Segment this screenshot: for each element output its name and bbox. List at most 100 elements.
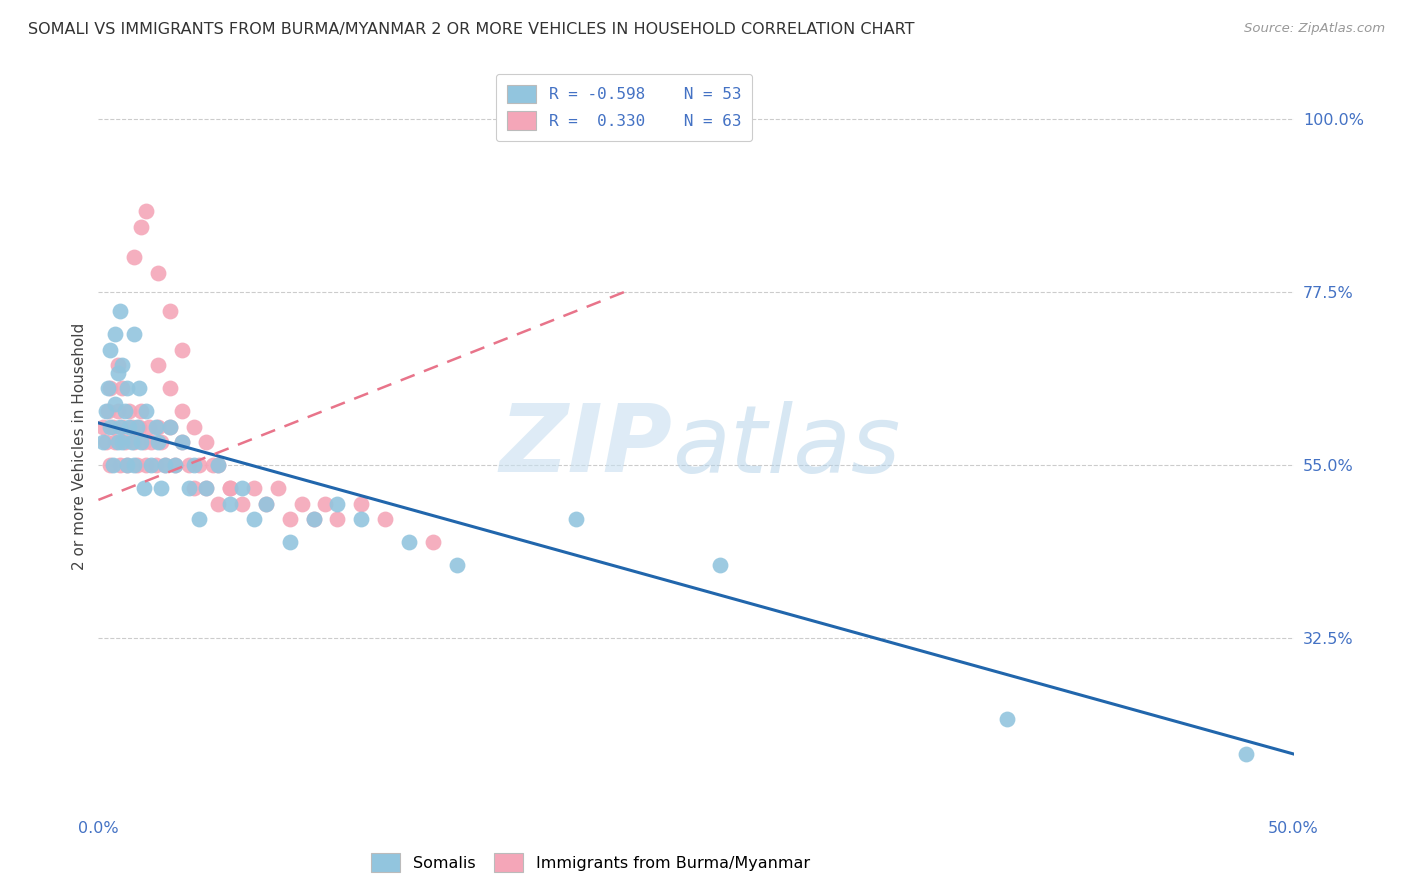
Point xyxy=(183,419,205,434)
Point xyxy=(398,535,420,549)
Point xyxy=(326,497,349,511)
Point xyxy=(172,404,194,418)
Point xyxy=(111,381,134,395)
Point xyxy=(374,512,396,526)
Point xyxy=(115,458,138,473)
Point xyxy=(172,435,194,450)
Point xyxy=(135,404,157,418)
Point xyxy=(422,535,444,549)
Point xyxy=(219,481,242,495)
Point xyxy=(291,497,314,511)
Point xyxy=(108,304,131,318)
Point xyxy=(207,458,229,473)
Point xyxy=(254,497,277,511)
Point xyxy=(111,435,134,450)
Point xyxy=(98,381,122,395)
Point xyxy=(107,435,129,450)
Point xyxy=(195,481,218,495)
Point xyxy=(159,304,181,318)
Point xyxy=(97,381,120,395)
Point xyxy=(187,458,209,473)
Point xyxy=(179,481,201,495)
Point xyxy=(107,366,129,380)
Point xyxy=(115,381,138,395)
Point xyxy=(207,458,229,473)
Point xyxy=(350,497,373,511)
Point xyxy=(315,497,337,511)
Point xyxy=(111,419,134,434)
Point xyxy=(108,458,131,473)
Point xyxy=(195,481,218,495)
Point xyxy=(148,419,170,434)
Point xyxy=(132,481,155,495)
Point xyxy=(145,419,167,434)
Point xyxy=(326,512,349,526)
Point xyxy=(187,512,209,526)
Point xyxy=(121,435,143,450)
Point xyxy=(108,419,131,434)
Point xyxy=(565,512,588,526)
Point xyxy=(149,435,172,450)
Point xyxy=(202,458,225,473)
Point xyxy=(148,266,170,280)
Point xyxy=(172,343,194,357)
Point xyxy=(115,458,138,473)
Point xyxy=(243,512,266,526)
Point xyxy=(124,435,146,450)
Point xyxy=(709,558,731,573)
Point xyxy=(163,458,186,473)
Text: ZIP: ZIP xyxy=(499,400,672,492)
Point xyxy=(195,435,218,450)
Point xyxy=(132,435,155,450)
Point xyxy=(302,512,325,526)
Point xyxy=(128,381,150,395)
Point xyxy=(350,512,373,526)
Point xyxy=(114,435,136,450)
Point xyxy=(107,358,129,372)
Point xyxy=(124,327,146,342)
Point xyxy=(139,458,162,473)
Point xyxy=(114,404,136,418)
Legend: R = -0.598    N = 53, R =  0.330    N = 63: R = -0.598 N = 53, R = 0.330 N = 63 xyxy=(496,74,752,141)
Point xyxy=(995,712,1018,726)
Point xyxy=(278,535,301,549)
Point xyxy=(91,435,114,450)
Point xyxy=(94,404,117,418)
Point xyxy=(104,327,127,342)
Point xyxy=(125,419,148,434)
Point xyxy=(104,397,127,411)
Point xyxy=(131,435,153,450)
Text: SOMALI VS IMMIGRANTS FROM BURMA/MYANMAR 2 OR MORE VEHICLES IN HOUSEHOLD CORRELAT: SOMALI VS IMMIGRANTS FROM BURMA/MYANMAR … xyxy=(28,22,915,37)
Text: Source: ZipAtlas.com: Source: ZipAtlas.com xyxy=(1244,22,1385,36)
Point xyxy=(183,458,205,473)
Point xyxy=(131,219,153,234)
Point xyxy=(101,419,124,434)
Point xyxy=(183,481,205,495)
Point xyxy=(94,435,117,450)
Point xyxy=(179,458,201,473)
Point xyxy=(172,435,194,450)
Point xyxy=(135,458,157,473)
Point xyxy=(207,497,229,511)
Point xyxy=(125,458,148,473)
Point xyxy=(148,435,170,450)
Point xyxy=(231,481,253,495)
Point xyxy=(124,458,146,473)
Point xyxy=(139,435,162,450)
Point xyxy=(149,481,172,495)
Point xyxy=(145,458,167,473)
Point xyxy=(101,458,124,473)
Point xyxy=(243,481,266,495)
Point xyxy=(131,404,153,418)
Point xyxy=(155,458,177,473)
Point xyxy=(219,497,242,511)
Legend: Somalis, Immigrants from Burma/Myanmar: Somalis, Immigrants from Burma/Myanmar xyxy=(363,845,818,880)
Y-axis label: 2 or more Vehicles in Household: 2 or more Vehicles in Household xyxy=(72,322,87,570)
Point xyxy=(159,419,181,434)
Point xyxy=(138,419,160,434)
Point xyxy=(159,381,181,395)
Point xyxy=(111,358,134,372)
Point xyxy=(91,419,114,434)
Point xyxy=(267,481,290,495)
Point xyxy=(98,343,122,357)
